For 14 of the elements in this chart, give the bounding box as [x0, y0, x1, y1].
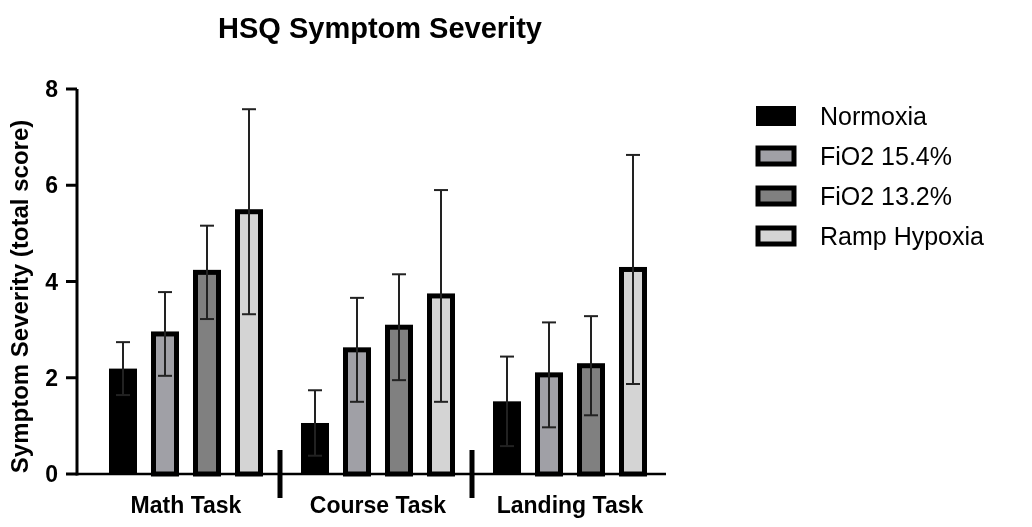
y-tick-label: 2 [45, 364, 58, 391]
y-tick-label: 8 [45, 76, 59, 102]
legend-label: FiO2 15.4% [820, 142, 953, 170]
x-tick-label: Landing Task [496, 492, 644, 518]
legend-label: FiO2 13.2% [820, 182, 953, 210]
y-tick-label: 0 [45, 461, 58, 487]
legend-label: Ramp Hypoxia [820, 222, 985, 250]
legend-label: Normoxia [820, 102, 928, 130]
y-tick-label: 6 [45, 172, 58, 199]
y-tick-label: 4 [45, 268, 59, 295]
chart-title: HSQ Symptom Severity [218, 12, 542, 44]
x-tick-label: Course Task [309, 492, 447, 518]
x-tick-label: Math Task [130, 492, 242, 518]
y-axis-title: Symptom Severity (total score) [6, 119, 33, 474]
